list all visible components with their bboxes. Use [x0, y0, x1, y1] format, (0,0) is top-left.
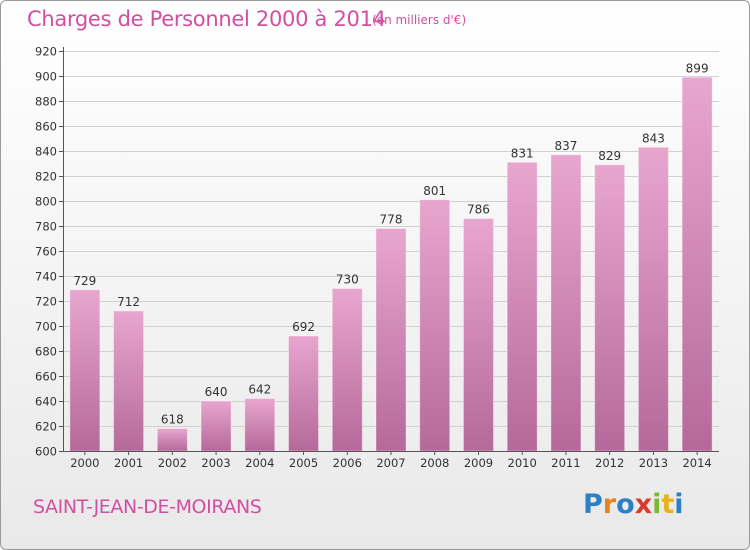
logo-letter: i	[652, 489, 662, 520]
x-tick-label-2013: 2013	[639, 456, 668, 470]
x-tick-label-2001: 2001	[114, 456, 143, 470]
data-label-2000: 729	[73, 274, 96, 288]
x-tick-label-2010: 2010	[508, 456, 537, 470]
bar-2012	[594, 164, 625, 451]
bar-2009	[463, 218, 494, 451]
y-tick-label: 880	[35, 95, 57, 109]
data-label-2005: 692	[292, 320, 315, 334]
data-label-2007: 778	[380, 213, 403, 227]
x-tick-label-2011: 2011	[551, 456, 580, 470]
x-tick-label-2003: 2003	[201, 456, 230, 470]
y-tick-label: 740	[35, 270, 57, 284]
bar-2004	[244, 398, 275, 451]
axes: 600 620 640 660 680 700 720 740 760 780 800 820 840 8…	[35, 45, 719, 470]
bar-2003	[201, 401, 232, 451]
bar-2014	[682, 77, 713, 451]
bar-2011	[550, 154, 581, 451]
y-tick-label: 620	[35, 420, 57, 434]
bar-2010	[507, 162, 538, 451]
y-tick-label: 700	[35, 320, 57, 334]
y-tick-label: 780	[35, 220, 57, 234]
data-label-2012: 829	[598, 149, 621, 163]
y-tick-label: 760	[35, 245, 57, 259]
data-label-2003: 640	[205, 385, 228, 399]
data-label-2011: 837	[554, 139, 577, 153]
logo-letter: t	[661, 489, 675, 520]
y-tick-label: 800	[35, 195, 57, 209]
logo-letter: x	[634, 489, 653, 520]
x-tick-label-2008: 2008	[420, 456, 449, 470]
y-tick-label: 720	[35, 295, 57, 309]
data-label-2010: 831	[511, 146, 534, 160]
commune-name: SAINT-JEAN-DE-MOIRANS	[33, 496, 262, 518]
x-tick-label-2002: 2002	[158, 456, 187, 470]
y-tick-label: 900	[35, 70, 57, 84]
bars: 729 712 618 640 642 692 730 778 801 786 831 837 829 8…	[69, 61, 713, 452]
y-tick-label: 860	[35, 120, 57, 134]
x-tick-label-2012: 2012	[595, 456, 624, 470]
y-tick-label: 660	[35, 370, 57, 384]
logo-letter: P	[583, 489, 603, 520]
data-label-2013: 843	[642, 131, 665, 145]
data-label-2004: 642	[248, 383, 271, 397]
x-tick-label-2014: 2014	[682, 456, 711, 470]
data-label-2008: 801	[423, 184, 446, 198]
data-label-2006: 730	[336, 273, 359, 287]
bar-2006	[332, 288, 363, 451]
y-tick-label: 840	[35, 145, 57, 159]
x-tick-label-2007: 2007	[376, 456, 405, 470]
x-tick-label-2009: 2009	[464, 456, 493, 470]
y-tick-label: 920	[35, 45, 57, 59]
x-tick-label-2000: 2000	[70, 456, 99, 470]
data-label-2014: 899	[686, 61, 709, 75]
data-label-2009: 786	[467, 203, 490, 217]
bar-2008	[419, 199, 450, 451]
bar-2005	[288, 336, 319, 451]
x-tick-label-2004: 2004	[245, 456, 274, 470]
data-label-2001: 712	[117, 295, 140, 309]
y-tick-label: 600	[35, 445, 57, 459]
y-tick-label: 680	[35, 345, 57, 359]
chart-subtitle: (en milliers d'€)	[372, 13, 467, 27]
bar-2000	[69, 289, 100, 451]
bar-2002	[157, 428, 188, 451]
y-tick-label: 640	[35, 395, 57, 409]
chart-title: Charges de Personnel 2000 à 2014	[27, 7, 386, 31]
logo-letter: i	[674, 489, 684, 520]
bar-2007	[376, 228, 406, 451]
data-label-2002: 618	[161, 413, 184, 427]
bar-2001	[113, 311, 144, 451]
x-tick-label-2005: 2005	[289, 456, 318, 470]
x-tick-label-2006: 2006	[333, 456, 362, 470]
logo-letter: o	[616, 489, 635, 520]
proxiti-logo: Proxiti	[583, 489, 684, 520]
logo-letter: r	[602, 489, 617, 520]
bar-2013	[638, 147, 669, 451]
y-tick-label: 820	[35, 170, 57, 184]
